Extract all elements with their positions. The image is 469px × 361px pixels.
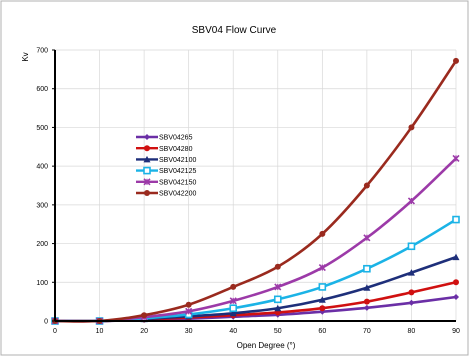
- data-point: [273, 295, 282, 304]
- data-point: [185, 307, 193, 315]
- legend-item: SBV04280: [136, 145, 193, 153]
- legend-label: SBV042125: [159, 168, 196, 175]
- legend-item: SBV042200: [136, 190, 196, 198]
- series-lines: [51, 57, 460, 325]
- legend-label: SBV042200: [159, 191, 196, 198]
- data-point: [452, 253, 460, 261]
- legend-marker: [144, 190, 150, 196]
- legend-marker: [144, 134, 150, 140]
- series-SBV042200: [52, 57, 459, 324]
- y-tick-label: 600: [36, 86, 48, 93]
- legend-marker: [144, 145, 150, 152]
- x-tick-label: 40: [229, 328, 237, 335]
- x-axis-label: Open Degree (°): [237, 341, 296, 350]
- data-point: [407, 197, 416, 205]
- tick-labels: 0 10 20 30 40 50 60 70 80 90 0 100 200 300 400 500 600 70…: [36, 48, 460, 336]
- y-tick-label: 0: [44, 319, 48, 326]
- legend-label: SBV04280: [159, 146, 193, 153]
- x-tick-label: 30: [185, 328, 193, 335]
- legend-item: SBV04265: [136, 134, 193, 142]
- data-point: [274, 304, 282, 312]
- legend-item: SBV042150: [136, 178, 196, 186]
- axes: [54, 50, 456, 322]
- data-point: [363, 284, 371, 291]
- data-point: [363, 234, 371, 242]
- y-tick-label: 200: [36, 241, 48, 248]
- data-point: [185, 301, 192, 308]
- y-tick-label: 400: [36, 164, 48, 171]
- data-point: [452, 215, 460, 224]
- data-point: [408, 299, 415, 306]
- legend: SBV04265 SBV04280 SBV042100 SBV042125 SBV042…: [136, 134, 196, 198]
- data-point: [229, 297, 237, 305]
- x-tick-label: 10: [96, 328, 104, 335]
- data-point: [363, 298, 370, 305]
- data-point: [453, 57, 459, 64]
- series-line-SBV042200: [54, 60, 458, 323]
- data-point: [363, 304, 370, 311]
- data-point: [274, 283, 282, 291]
- x-tick-label: 70: [363, 328, 371, 335]
- data-point: [318, 264, 326, 272]
- data-point: [452, 154, 460, 162]
- data-point: [363, 182, 370, 189]
- x-tick-label: 60: [318, 328, 326, 335]
- data-point: [319, 230, 326, 237]
- legend-label: SBV042150: [159, 179, 196, 186]
- data-point: [363, 264, 371, 273]
- legend-item: SBV042100: [136, 155, 196, 164]
- x-tick-label: 80: [408, 328, 416, 335]
- data-point: [274, 263, 281, 270]
- legend-marker: [143, 178, 151, 186]
- x-tick-label: 20: [140, 328, 148, 335]
- y-tick-label: 500: [36, 125, 48, 132]
- data-point: [230, 283, 237, 290]
- data-point: [408, 289, 415, 296]
- x-tick-label: 90: [452, 328, 460, 335]
- data-point: [453, 293, 459, 300]
- legend-marker: [143, 155, 151, 163]
- chart-title: SBV04 Flow Curve: [192, 25, 277, 36]
- x-tick-label: 0: [53, 328, 57, 335]
- legend-label: SBV042100: [159, 157, 196, 164]
- y-tick-label: 700: [36, 48, 48, 55]
- data-point: [319, 305, 326, 312]
- legend-item: SBV042125: [136, 166, 196, 175]
- data-point: [408, 124, 415, 131]
- legend-label: SBV04265: [159, 135, 193, 142]
- data-point: [318, 296, 326, 303]
- data-point: [229, 304, 238, 313]
- y-tick-label: 300: [36, 202, 48, 209]
- legend-marker: [143, 166, 151, 175]
- data-point: [229, 309, 237, 317]
- x-tick-label: 50: [274, 328, 282, 335]
- data-point: [407, 242, 416, 251]
- data-point: [407, 269, 415, 276]
- data-point: [141, 312, 148, 319]
- y-tick-label: 100: [36, 280, 48, 287]
- data-point: [318, 283, 327, 291]
- y-axis-label: Kv: [21, 52, 30, 61]
- data-point: [453, 279, 459, 286]
